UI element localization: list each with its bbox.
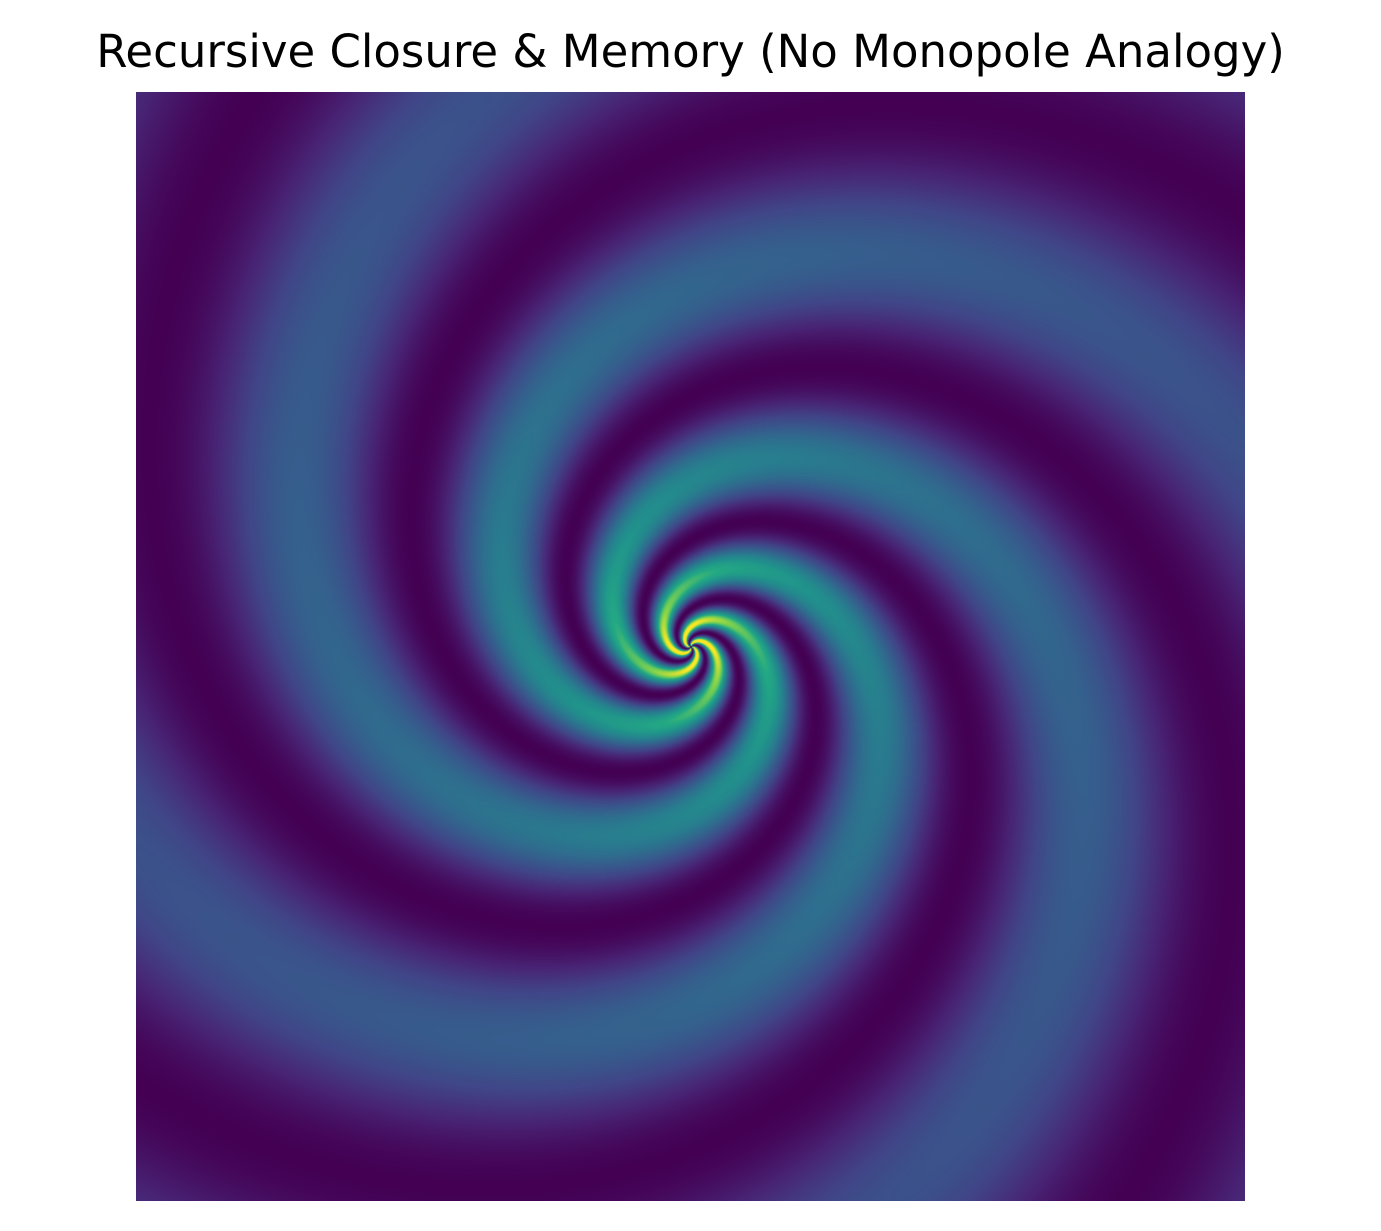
- spiral-heatmap: [136, 92, 1245, 1201]
- chart-title: Recursive Closure & Memory (No Monopole …: [96, 25, 1285, 78]
- heatmap-plot-area: [136, 92, 1245, 1201]
